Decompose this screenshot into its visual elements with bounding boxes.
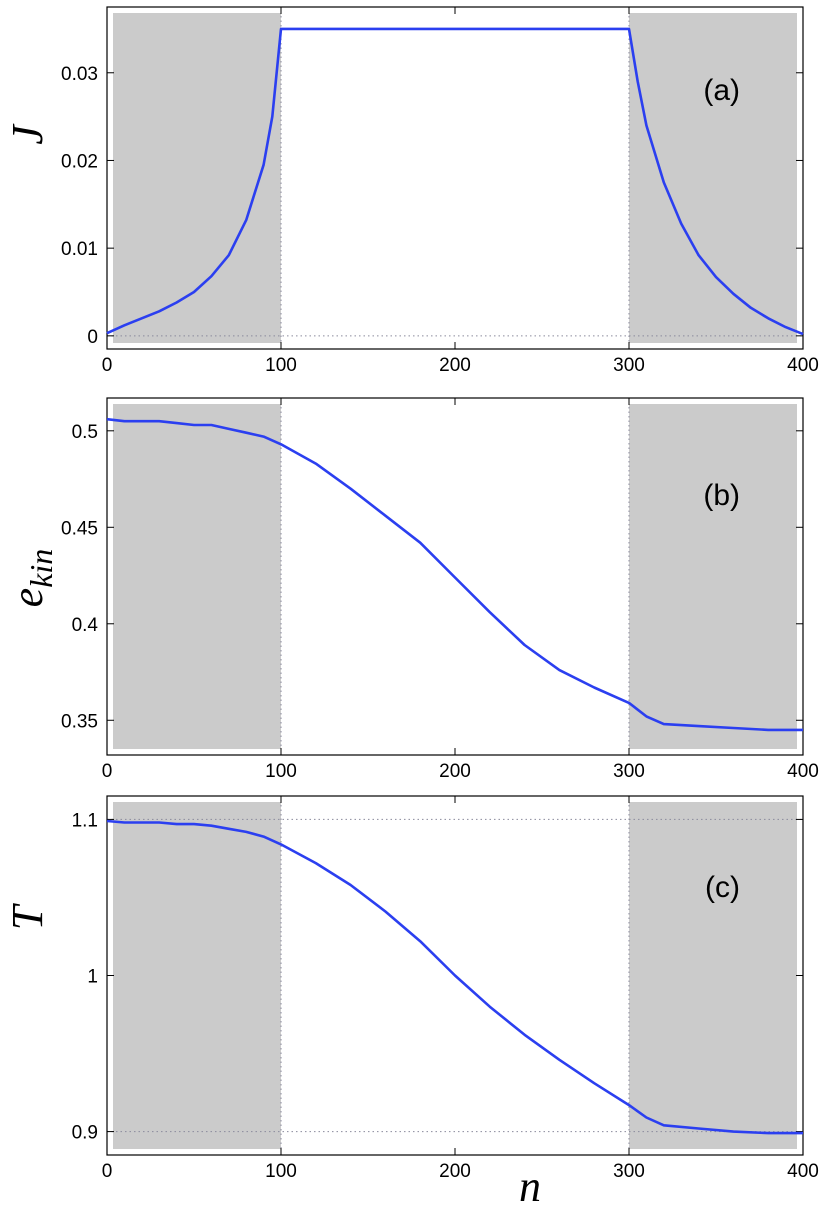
x-tick-label: 0 <box>102 355 113 376</box>
shaded-region-1 <box>113 13 281 343</box>
y-axis-label-subscript: kin <box>23 549 59 588</box>
y-tick-label: 0.02 <box>61 151 98 172</box>
chart-panel-2: 0 100 200 300 400 0.35 0.4 0.45 0.5 (b) ekin <box>3 397 819 782</box>
x-tick-label: 100 <box>265 355 297 376</box>
y-tick-label: 0.9 <box>72 1123 98 1144</box>
x-tick-label: 300 <box>613 761 645 782</box>
y-tick-label: 1 <box>87 967 98 988</box>
shaded-region-2 <box>629 13 797 343</box>
x-tick-label: 400 <box>787 1161 819 1182</box>
shaded-region-2 <box>629 802 797 1149</box>
y-tick-label: 0.45 <box>61 518 98 539</box>
x-tick-label: 200 <box>439 761 471 782</box>
series-line-1 <box>106 27 804 336</box>
x-tick-label: 0 <box>102 1161 113 1182</box>
x-tick-label: 300 <box>613 1161 645 1182</box>
shaded-region-2 <box>629 404 797 749</box>
y-tick-label: 0.5 <box>72 422 98 443</box>
x-axis-label: n <box>519 1162 541 1211</box>
x-tick-label: 100 <box>265 761 297 782</box>
y-tick-label: 0.4 <box>72 615 99 636</box>
y-axis-label: J <box>3 123 52 145</box>
y-tick-label: 1.1 <box>72 810 98 831</box>
y-axis-label: T <box>3 902 52 930</box>
y-tick-label: 0.01 <box>61 239 98 260</box>
x-tick-label: 0 <box>102 761 113 782</box>
chart-panel-1: 0 100 200 300 400 0 0.01 0.02 0.03 (a) J <box>3 6 819 376</box>
chart-panel-3: 0 100 200 300 400 0.9 1 1.1 (c) Tn <box>3 795 819 1211</box>
panel-label: (b) <box>703 479 740 512</box>
panel-label: (a) <box>703 74 740 107</box>
y-tick-label: 0.35 <box>61 711 98 732</box>
y-tick-label: 0.03 <box>61 64 98 85</box>
x-tick-label: 400 <box>787 761 819 782</box>
shaded-region-1 <box>113 404 281 749</box>
shaded-region-1 <box>113 802 281 1149</box>
series-line-1 <box>106 417 803 732</box>
x-tick-label: 200 <box>439 355 471 376</box>
x-tick-label: 300 <box>613 355 645 376</box>
y-tick-label: 0 <box>87 327 98 348</box>
x-tick-label: 200 <box>439 1161 471 1182</box>
y-axis-label: ekin <box>3 549 59 608</box>
x-tick-label: 400 <box>787 355 819 376</box>
x-tick-label: 100 <box>265 1161 297 1182</box>
panel-label: (c) <box>705 871 740 904</box>
series-line-1 <box>106 819 803 1135</box>
